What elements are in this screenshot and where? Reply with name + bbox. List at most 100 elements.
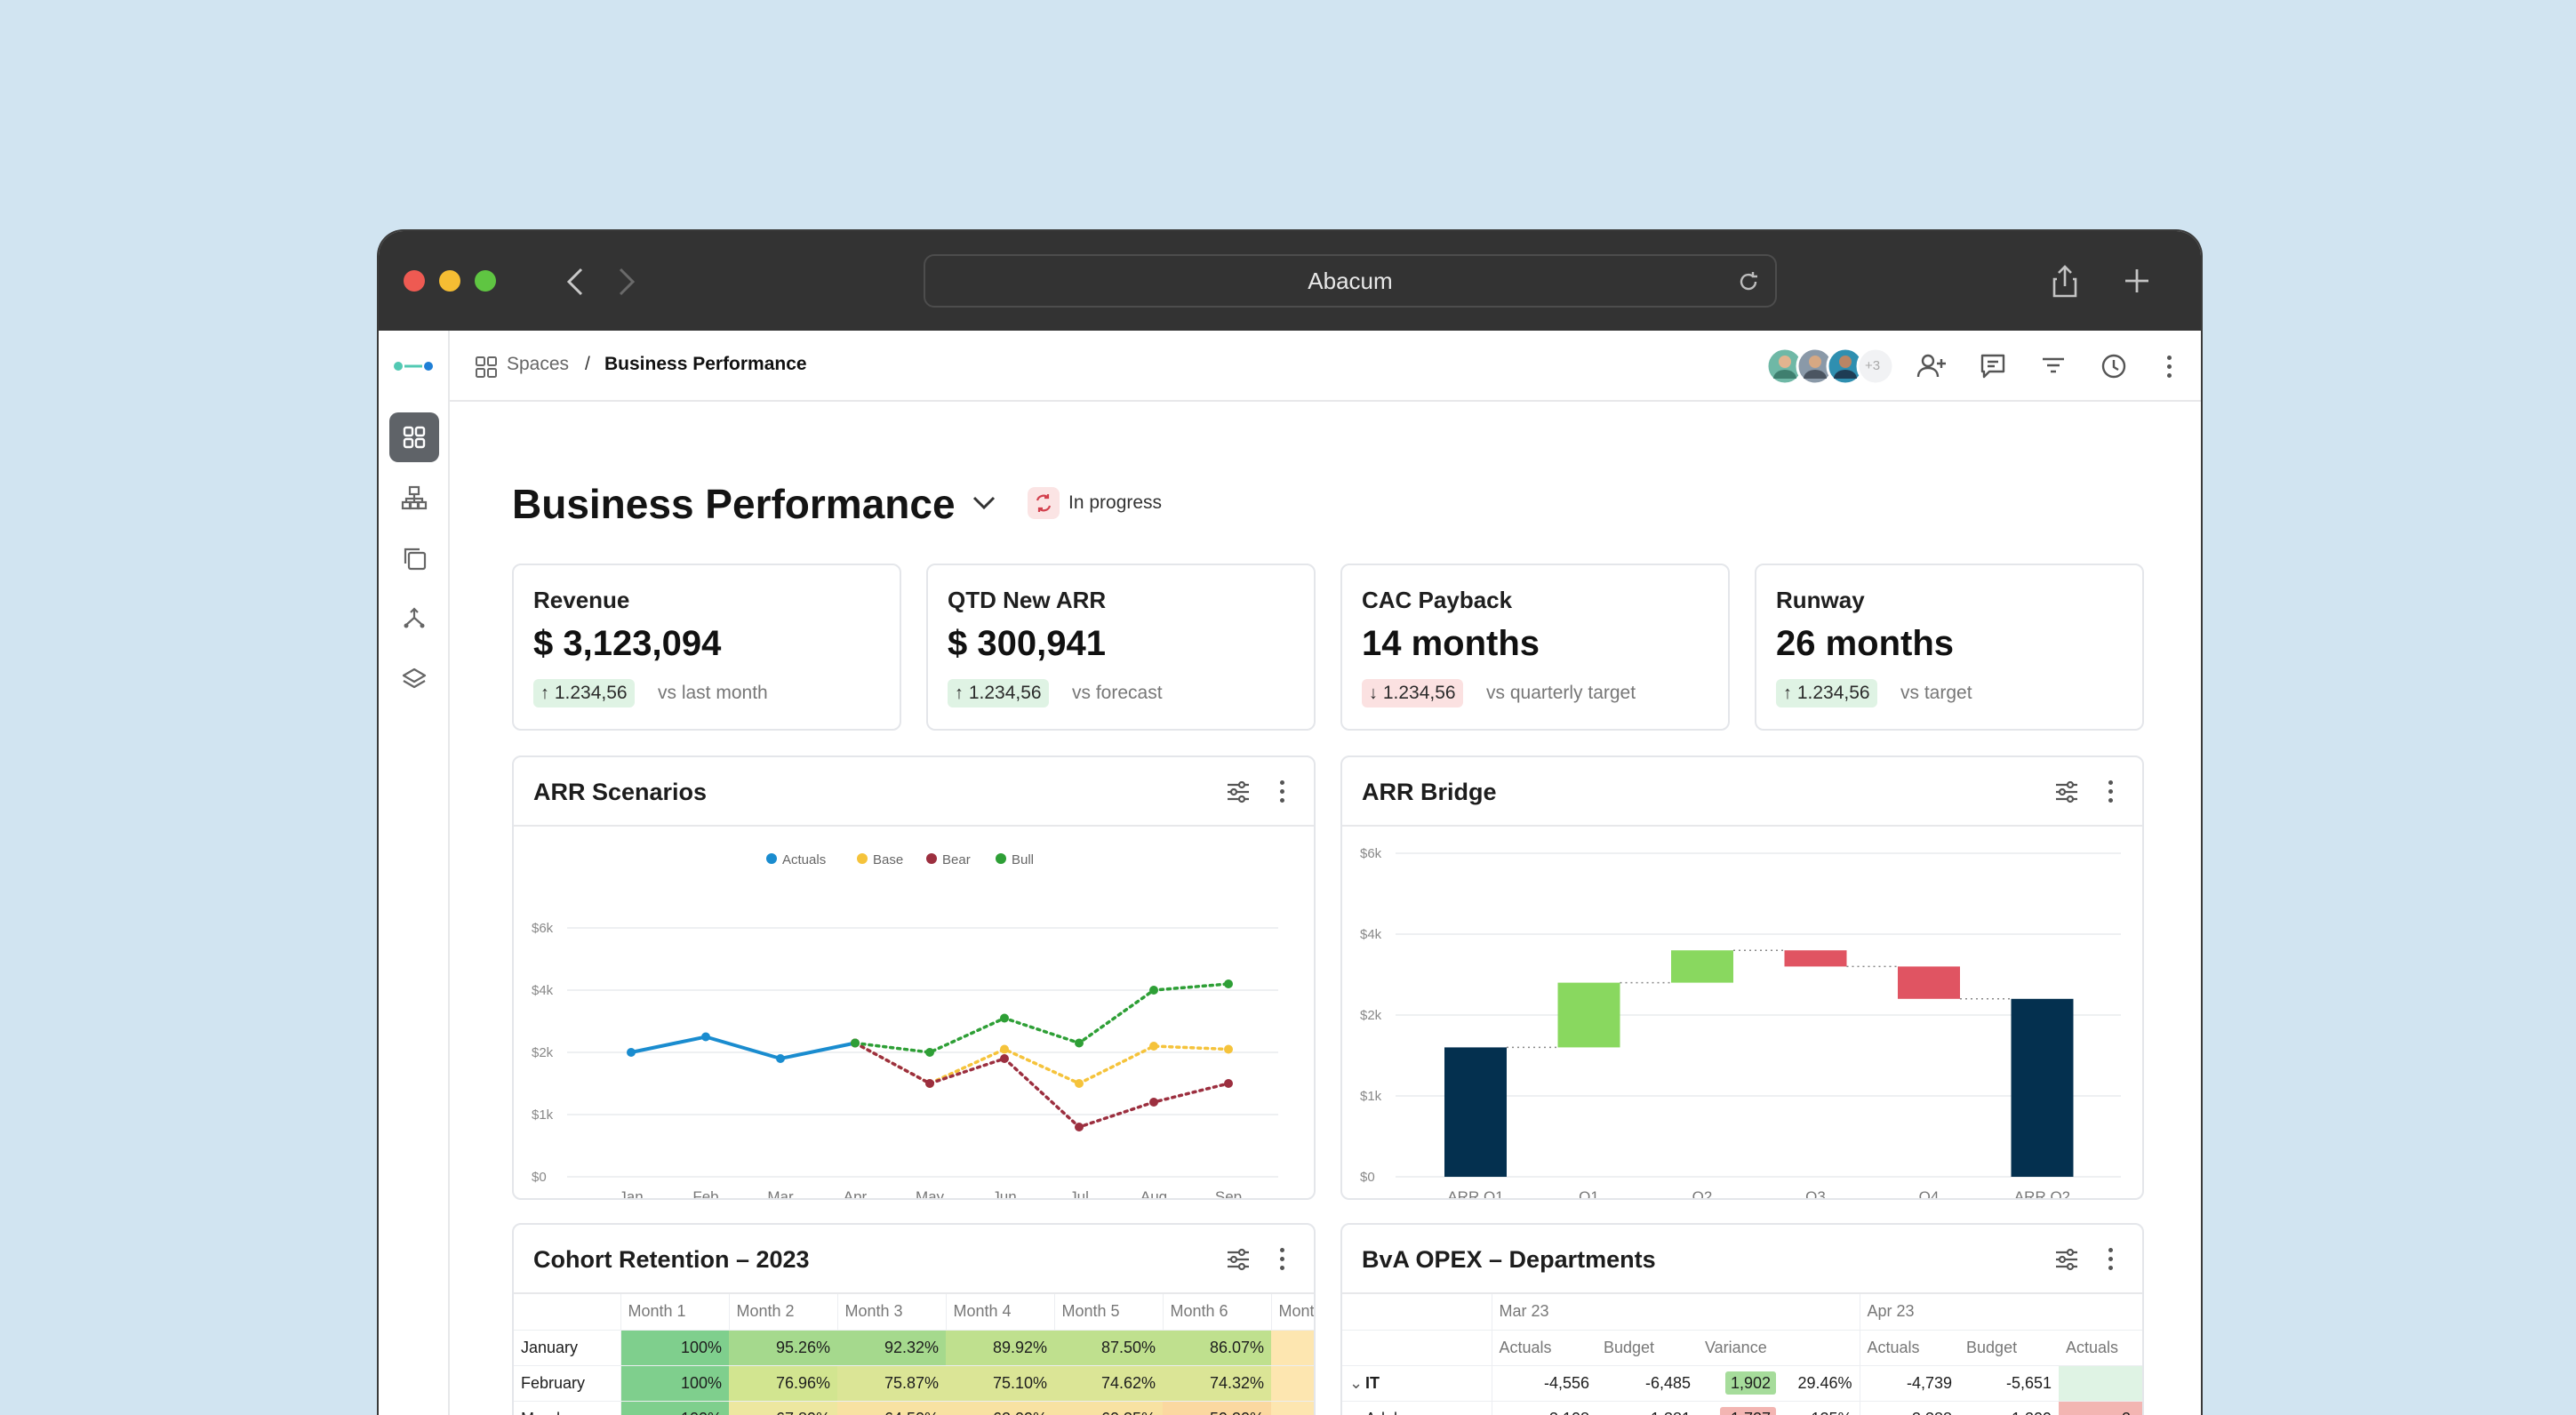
table-cell: -3,388 <box>1860 1401 1960 1415</box>
arr-bridge-card: ARR Bridge $0 $1k $2k $4k $6k ARR Q1 Q1 Q2 Q3 Q4 A… <box>1340 755 2144 1200</box>
layers-icon <box>402 668 427 689</box>
column-header <box>514 1294 621 1331</box>
table-cell: 1,902 <box>1698 1365 1783 1402</box>
settings-sliders-icon[interactable] <box>1225 1246 1252 1273</box>
kpi-delta-badge: ↑ 1.234,56 <box>533 679 635 708</box>
grid-icon <box>403 426 426 449</box>
forward-icon[interactable] <box>615 267 638 297</box>
kpi-value: 26 months <box>1776 624 1955 663</box>
legend-marker <box>926 853 937 864</box>
column-header: Month 3 <box>837 1294 947 1331</box>
breadcrumb-spaces[interactable]: Spaces <box>507 354 570 374</box>
x-tick-label: Sep <box>1215 1188 1242 1200</box>
status-badge <box>1028 487 1060 519</box>
kpi-card-revenue[interactable]: Revenue $ 3,123,094 ↑ 1.234,56 vs last m… <box>512 564 901 731</box>
table-cell: -1,381 <box>1596 1401 1698 1415</box>
x-tick-label: Jun <box>992 1188 1016 1200</box>
column-header: Month 2 <box>729 1294 838 1331</box>
data-point-bear <box>925 1079 934 1088</box>
sidebar-item-layers[interactable] <box>389 654 439 704</box>
maximize-window-button[interactable] <box>475 270 496 292</box>
spaces-grid-icon <box>476 356 497 378</box>
new-tab-icon[interactable] <box>2123 267 2151 295</box>
card-header: BvA OPEX – Departments <box>1342 1225 2142 1294</box>
back-icon[interactable] <box>564 267 587 297</box>
address-bar[interactable]: Abacum <box>924 254 1777 308</box>
close-window-button[interactable] <box>404 270 425 292</box>
expand-chevron-icon[interactable]: ⌄ <box>1349 1373 1364 1392</box>
column-header: Budget <box>1959 1330 2060 1366</box>
bva-opex-card: BvA OPEX – Departments Mar 23 Apr 23 <box>1340 1223 2144 1415</box>
series-line-bull <box>853 982 1230 1054</box>
card-menu-icon[interactable] <box>2108 1248 2114 1271</box>
share-icon[interactable] <box>2050 263 2080 299</box>
data-point-base <box>1224 1044 1233 1054</box>
table-cell: 100% <box>620 1330 729 1366</box>
table-row[interactable]: March100%67.89%64.50%62.09%60.35%59.30% <box>514 1401 1314 1415</box>
more-options-icon[interactable] <box>2167 356 2172 379</box>
kpi-delta: 1.234,56 <box>554 683 628 703</box>
breadcrumb-separator: / <box>585 354 590 374</box>
y-tick-label: $4k <box>1360 927 1382 942</box>
settings-sliders-icon[interactable] <box>1225 779 1252 805</box>
y-tick-label: $0 <box>1360 1170 1375 1185</box>
table-cell: -1,727 <box>1698 1401 1783 1415</box>
reload-icon[interactable] <box>1736 269 1761 294</box>
kpi-card-cac-payback[interactable]: CAC Payback 14 months ↓ 1.234,56 vs quar… <box>1340 564 1730 731</box>
table-row[interactable]: Adobe -3,108-1,381 -1,727 -125%-3,388-1,209… <box>1342 1401 2142 1415</box>
table-cell: -2, <box>2059 1401 2142 1415</box>
table-row[interactable]: February 100% 76.96% 75.87% 75.10% 74.62% 74.3… <box>514 1365 1314 1402</box>
title-dropdown-chevron-icon[interactable] <box>971 492 997 514</box>
x-tick-label: Feb <box>692 1188 718 1200</box>
browser-window: Abacum Spaces <box>379 231 2201 1415</box>
comment-icon[interactable] <box>1979 352 2007 380</box>
table-cell: 64.50% <box>837 1401 946 1415</box>
sidebar-item-copy[interactable] <box>389 533 439 583</box>
page-title: Business Performance <box>512 481 956 527</box>
data-point-bear <box>1075 1123 1084 1131</box>
data-point-base <box>1075 1079 1084 1088</box>
collaborators[interactable]: +3 <box>1765 347 1899 386</box>
card-menu-icon[interactable] <box>2108 780 2114 803</box>
table-row[interactable]: January 100% 95.26% 92.32% 89.92% 87.50% 86.07… <box>514 1330 1314 1366</box>
table-cell <box>1271 1401 1314 1415</box>
minimize-window-button[interactable] <box>439 270 460 292</box>
legend-label: Base <box>873 852 903 867</box>
card-title: ARR Scenarios <box>533 779 708 805</box>
app-logo[interactable] <box>393 357 436 375</box>
variance-badge: 1,902 <box>1724 1371 1776 1395</box>
x-tick-label: Aug <box>1140 1188 1167 1200</box>
card-title: ARR Bridge <box>1362 779 1497 805</box>
row-label: January <box>514 1330 621 1366</box>
hierarchy-icon <box>401 485 428 510</box>
legend-marker <box>996 853 1006 864</box>
arrow-down-icon: ↓ <box>1369 684 1378 703</box>
bridge-bar <box>1557 982 1620 1048</box>
sidebar-item-spaces[interactable] <box>389 412 439 462</box>
arrow-up-icon: ↑ <box>540 684 549 703</box>
card-menu-icon[interactable] <box>1280 1248 1285 1271</box>
table-cell: -5,651 <box>1959 1365 2060 1402</box>
settings-sliders-icon[interactable] <box>2053 1246 2080 1273</box>
column-header: Month 4 <box>946 1294 1055 1331</box>
table-cell <box>1271 1365 1314 1402</box>
kpi-card-runway[interactable]: Runway 26 months ↑ 1.234,56 vs target <box>1755 564 2144 731</box>
filter-icon[interactable] <box>2039 352 2068 380</box>
series-line-bear <box>853 1041 1230 1129</box>
card-menu-icon[interactable] <box>1280 780 1285 803</box>
kpi-card-qtd-new-arr[interactable]: QTD New ARR $ 300,941 ↑ 1.234,56 vs fore… <box>926 564 1316 731</box>
sidebar-item-hierarchy[interactable] <box>389 473 439 523</box>
kpi-delta: 1.234,56 <box>968 683 1042 703</box>
add-user-icon[interactable] <box>1916 352 1947 380</box>
table-row[interactable]: ⌄ IT -4,556 -6,485 1,902 29.46% -4,739 -5,651 <box>1342 1365 2142 1402</box>
kpi-value: $ 300,941 <box>948 624 1106 663</box>
arr-scenarios-card: ARR Scenarios $0 $1k $2k $4k $6k Jan Feb Mar Apr… <box>512 755 1316 1200</box>
history-icon[interactable] <box>2100 352 2128 380</box>
sidebar <box>379 331 450 1415</box>
cohort-retention-card: Cohort Retention – 2023 Month 1 Month 2 Mo… <box>512 1223 1316 1415</box>
settings-sliders-icon[interactable] <box>2053 779 2080 805</box>
column-header: Actuals <box>1492 1330 1596 1366</box>
row-label: February <box>514 1365 621 1402</box>
table-cell: 100% <box>620 1365 729 1402</box>
sidebar-item-integrations[interactable] <box>389 594 439 644</box>
